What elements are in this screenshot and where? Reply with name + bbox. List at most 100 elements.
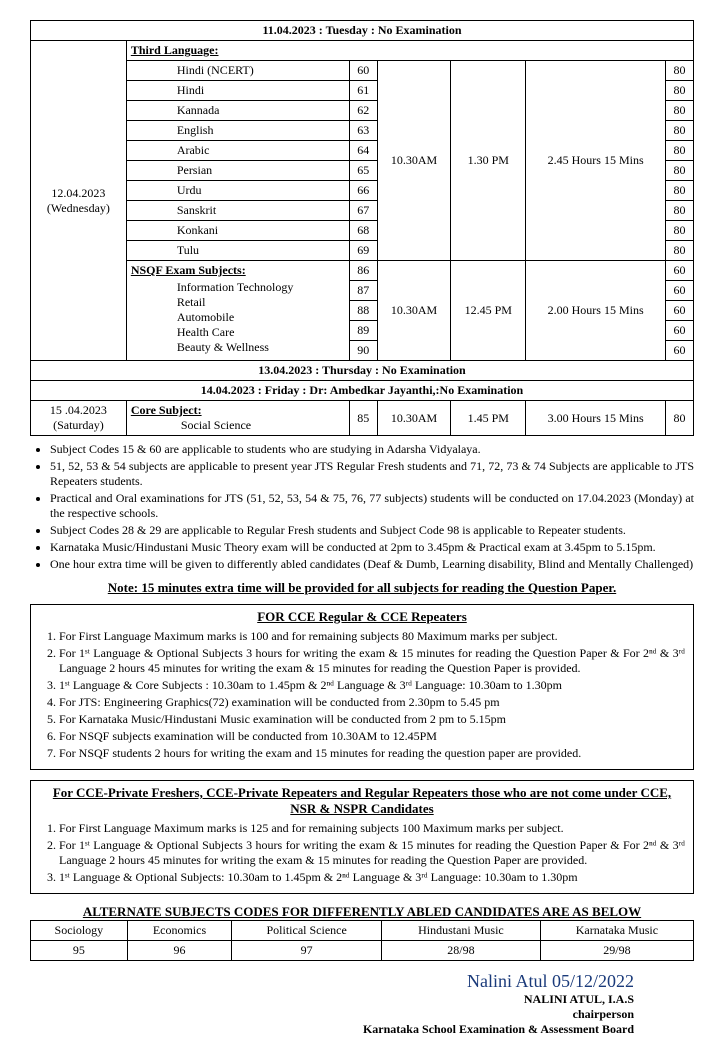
subject-name: Tulu: [126, 241, 349, 261]
subject-name: English: [126, 121, 349, 141]
marks: 80: [666, 221, 694, 241]
alt-code: 29/98: [540, 941, 693, 961]
no-exam-row: 14.04.2023 : Friday : Dr: Ambedkar Jayan…: [31, 381, 694, 401]
subject-code: 65: [349, 161, 377, 181]
no-exam-row: 13.04.2023 : Thursday : No Examination: [31, 361, 694, 381]
signatory-name: NALINI ATUL, I.A.S: [30, 992, 634, 1007]
subject-code: 60: [349, 61, 377, 81]
section-header: NSQF Exam Subjects:: [127, 261, 349, 280]
list-item: For NSQF students 2 hours for writing th…: [59, 746, 685, 761]
marks: 60: [666, 341, 694, 361]
subject-code: 62: [349, 101, 377, 121]
list-item: 1ˢᵗ Language & Optional Subjects: 10.30a…: [59, 870, 685, 885]
subject-name: Arabic: [126, 141, 349, 161]
subject-code: 61: [349, 81, 377, 101]
no-exam-row: 11.04.2023 : Tuesday : No Examination: [31, 21, 694, 41]
subject-name: Social Science: [131, 418, 251, 433]
subject-name: Persian: [126, 161, 349, 181]
marks: 80: [666, 201, 694, 221]
cce-private-box: For CCE-Private Freshers, CCE-Private Re…: [30, 780, 694, 894]
list-item: For First Language Maximum marks is 100 …: [59, 629, 685, 644]
marks: 60: [666, 281, 694, 301]
alt-header: Political Science: [232, 921, 382, 941]
signature-script: Nalini Atul 05/12/2022: [30, 971, 634, 992]
alt-subjects-table: Sociology Economics Political Science Hi…: [30, 920, 694, 961]
note-item: Karnataka Music/Hindustani Music Theory …: [50, 540, 694, 555]
duration: 2.45 Hours 15 Mins: [526, 61, 666, 261]
note-item: Practical and Oral examinations for JTS …: [50, 491, 694, 521]
marks: 80: [666, 81, 694, 101]
duration: 3.00 Hours 15 Mins: [526, 401, 666, 436]
date-cell: 12.04.2023 (Wednesday): [31, 41, 127, 361]
date-cell: 15 .04.2023 (Saturday): [31, 401, 127, 436]
note-item: One hour extra time will be given to dif…: [50, 557, 694, 572]
subject-code: 69: [349, 241, 377, 261]
alt-code: 95: [31, 941, 128, 961]
section-header: Core Subject:: [131, 403, 202, 417]
subject-name: Hindi: [126, 81, 349, 101]
subject-name: Retail: [127, 295, 349, 310]
alt-header: Karnataka Music: [540, 921, 693, 941]
subject-code: 67: [349, 201, 377, 221]
marks: 60: [666, 301, 694, 321]
start-time: 10.30AM: [377, 61, 451, 261]
alt-code: 28/98: [382, 941, 541, 961]
list-item: For NSQF subjects examination will be co…: [59, 729, 685, 744]
alt-header: Hindustani Music: [382, 921, 541, 941]
end-time: 1.30 PM: [451, 61, 526, 261]
section-header: Third Language:: [126, 41, 693, 61]
subject-code: 68: [349, 221, 377, 241]
box1-list: For First Language Maximum marks is 100 …: [59, 629, 685, 761]
subject-name: Kannada: [126, 101, 349, 121]
subject-name: Automobile: [127, 310, 349, 325]
box-title: For CCE-Private Freshers, CCE-Private Re…: [39, 785, 685, 817]
core-block: Core Subject: Social Science: [126, 401, 349, 436]
marks: 80: [666, 141, 694, 161]
end-time: 1.45 PM: [451, 401, 526, 436]
subject-name: Sanskrit: [126, 201, 349, 221]
marks: 60: [666, 321, 694, 341]
nsqf-block: NSQF Exam Subjects: Information Technolo…: [126, 261, 349, 361]
subject-code: 86: [349, 261, 377, 281]
alt-header: Sociology: [31, 921, 128, 941]
subject-name: Hindi (NCERT): [126, 61, 349, 81]
subject-code: 87: [349, 281, 377, 301]
marks: 80: [666, 121, 694, 141]
list-item: For JTS: Engineering Graphics(72) examin…: [59, 695, 685, 710]
subject-code: 85: [349, 401, 377, 436]
list-item: For 1ˢᵗ Language & Optional Subjects 3 h…: [59, 646, 685, 676]
subject-name: Urdu: [126, 181, 349, 201]
subject-name: Konkani: [126, 221, 349, 241]
date-text: 15 .04.2023: [50, 403, 107, 417]
list-item: 1ˢᵗ Language & Core Subjects : 10.30am t…: [59, 678, 685, 693]
signature-block: Nalini Atul 05/12/2022 NALINI ATUL, I.A.…: [30, 971, 694, 1037]
subject-name: Health Care: [127, 325, 349, 340]
subject-code: 89: [349, 321, 377, 341]
marks: 80: [666, 401, 694, 436]
marks: 60: [666, 261, 694, 281]
subject-name: Information Technology: [127, 280, 349, 295]
subject-code: 66: [349, 181, 377, 201]
alt-subjects-title: ALTERNATE SUBJECTS CODES FOR DIFFERENTLY…: [30, 904, 694, 920]
signatory-role: chairperson: [30, 1007, 634, 1022]
subject-code: 63: [349, 121, 377, 141]
date-text: 12.04.2023: [51, 186, 105, 200]
exam-timetable: 11.04.2023 : Tuesday : No Examination 12…: [30, 20, 694, 436]
marks: 80: [666, 61, 694, 81]
alt-header: Economics: [127, 921, 232, 941]
end-time: 12.45 PM: [451, 261, 526, 361]
box2-list: For First Language Maximum marks is 125 …: [59, 821, 685, 885]
subject-name: Beauty & Wellness: [127, 340, 349, 355]
alt-code: 97: [232, 941, 382, 961]
extra-time-note: Note: 15 minutes extra time will be prov…: [30, 580, 694, 596]
subject-code: 88: [349, 301, 377, 321]
day-text: (Wednesday): [47, 201, 110, 215]
start-time: 10.30AM: [377, 261, 451, 361]
box-title: FOR CCE Regular & CCE Repeaters: [39, 609, 685, 625]
cce-regular-box: FOR CCE Regular & CCE Repeaters For Firs…: [30, 604, 694, 770]
subject-code: 90: [349, 341, 377, 361]
start-time: 10.30AM: [377, 401, 451, 436]
marks: 80: [666, 161, 694, 181]
marks: 80: [666, 241, 694, 261]
note-item: 51, 52, 53 & 54 subjects are applicable …: [50, 459, 694, 489]
